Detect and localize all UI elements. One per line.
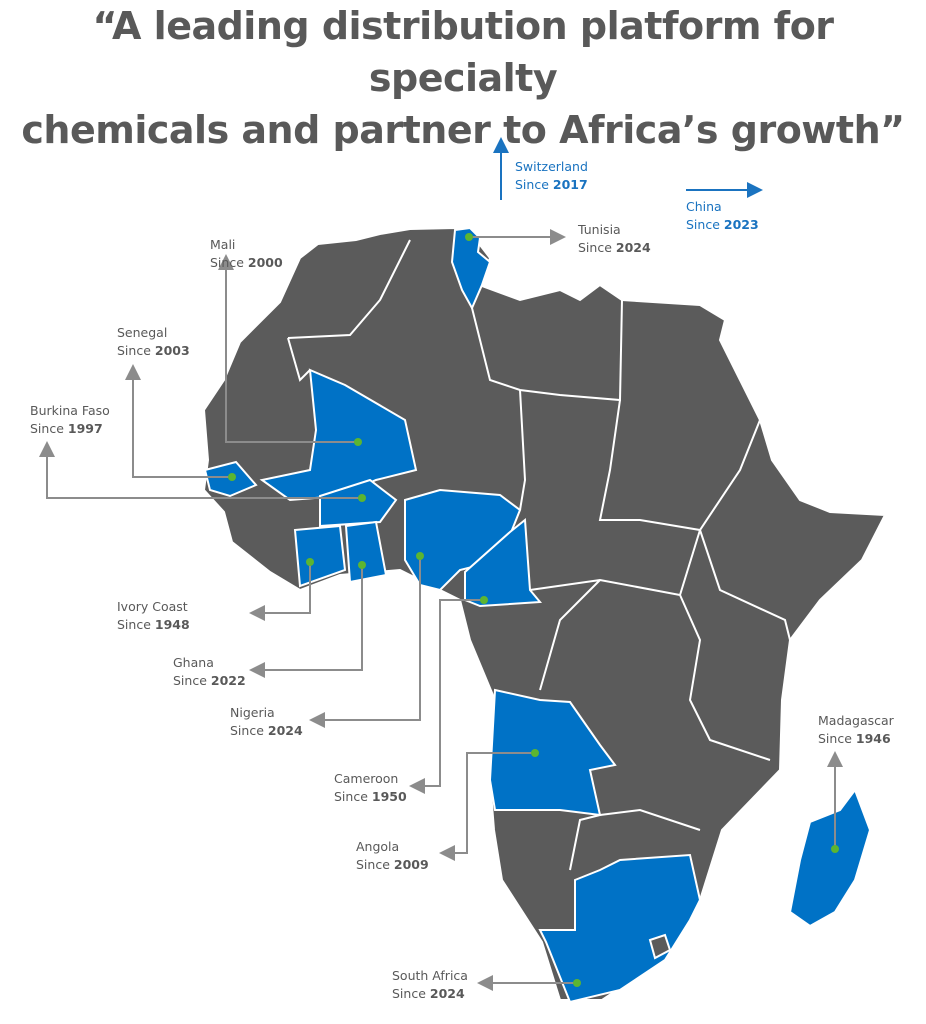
country-ivory-coast[interactable]: [293, 524, 347, 588]
svg-text:Since 2000: Since 2000: [210, 255, 283, 270]
svg-text:Since 1997: Since 1997: [30, 421, 103, 436]
country-burkina-faso[interactable]: [319, 478, 398, 528]
label-mali: Mali Since 2000: [210, 237, 283, 270]
headline-line-2: chemicals and partner to Africa’s growth…: [21, 108, 905, 152]
svg-text:Senegal: Senegal: [117, 325, 167, 340]
label-tunisia: Tunisia Since 2024: [577, 222, 651, 255]
label-nigeria: Nigeria Since 2024: [230, 705, 303, 738]
internal-borders: [287, 239, 791, 871]
label-ghana: Ghana Since 2022: [173, 655, 246, 688]
label-senegal: Senegal Since 2003: [117, 325, 190, 358]
svg-text:Since 2017: Since 2017: [515, 177, 588, 192]
svg-text:Since 2022: Since 2022: [173, 673, 246, 688]
label-ivory-coast: Ivory Coast Since 1948: [117, 599, 190, 632]
svg-text:Nigeria: Nigeria: [230, 705, 275, 720]
svg-text:Angola: Angola: [356, 839, 399, 854]
country-labels: Tunisia Since 2024 Mali Since 2000 Senegal…: [30, 159, 895, 1001]
country-madagascar[interactable]: [788, 787, 872, 928]
label-burkina-faso: Burkina Faso Since 1997: [30, 403, 110, 436]
svg-text:Since 2009: Since 2009: [356, 857, 429, 872]
headline-line-1: “A leading distribution platform for spe…: [92, 4, 834, 100]
label-china: China Since 2023: [686, 199, 759, 232]
svg-text:Since 1946: Since 1946: [818, 731, 891, 746]
highlighted-countries: [203, 226, 872, 1004]
headline: “A leading distribution platform for spe…: [0, 0, 926, 156]
svg-text:Tunisia: Tunisia: [577, 222, 621, 237]
svg-text:Mali: Mali: [210, 237, 235, 252]
country-south-africa[interactable]: [538, 853, 702, 1004]
svg-text:Madagascar: Madagascar: [818, 713, 895, 728]
svg-text:Since 2023: Since 2023: [686, 217, 759, 232]
location-markers: [228, 233, 839, 987]
svg-text:Since 1950: Since 1950: [334, 789, 407, 804]
label-switzerland: Switzerland Since 2017: [515, 159, 588, 192]
svg-text:South Africa: South Africa: [392, 968, 468, 983]
svg-text:Since 2003: Since 2003: [117, 343, 190, 358]
country-tunisia[interactable]: [450, 226, 492, 311]
label-madagascar: Madagascar Since 1946: [818, 713, 895, 746]
label-south-africa: South Africa Since 2024: [392, 968, 468, 1001]
svg-text:Burkina Faso: Burkina Faso: [30, 403, 110, 418]
label-cameroon: Cameroon Since 1950: [334, 771, 407, 804]
svg-text:Ivory Coast: Ivory Coast: [117, 599, 188, 614]
svg-text:Since 2024: Since 2024: [230, 723, 303, 738]
offshore-arrows: [493, 137, 763, 200]
country-angola[interactable]: [488, 688, 617, 817]
label-angola: Angola Since 2009: [356, 839, 429, 872]
callout-lines: [39, 229, 843, 991]
svg-text:Since 1948: Since 1948: [117, 617, 190, 632]
svg-text:Cameroon: Cameroon: [334, 771, 398, 786]
svg-text:Since 2024: Since 2024: [392, 986, 465, 1001]
lesotho: [648, 933, 672, 960]
svg-text:Since 2024: Since 2024: [578, 240, 651, 255]
country-ghana[interactable]: [344, 520, 388, 584]
svg-text:Switzerland: Switzerland: [515, 159, 588, 174]
svg-text:Ghana: Ghana: [173, 655, 214, 670]
svg-text:China: China: [686, 199, 722, 214]
